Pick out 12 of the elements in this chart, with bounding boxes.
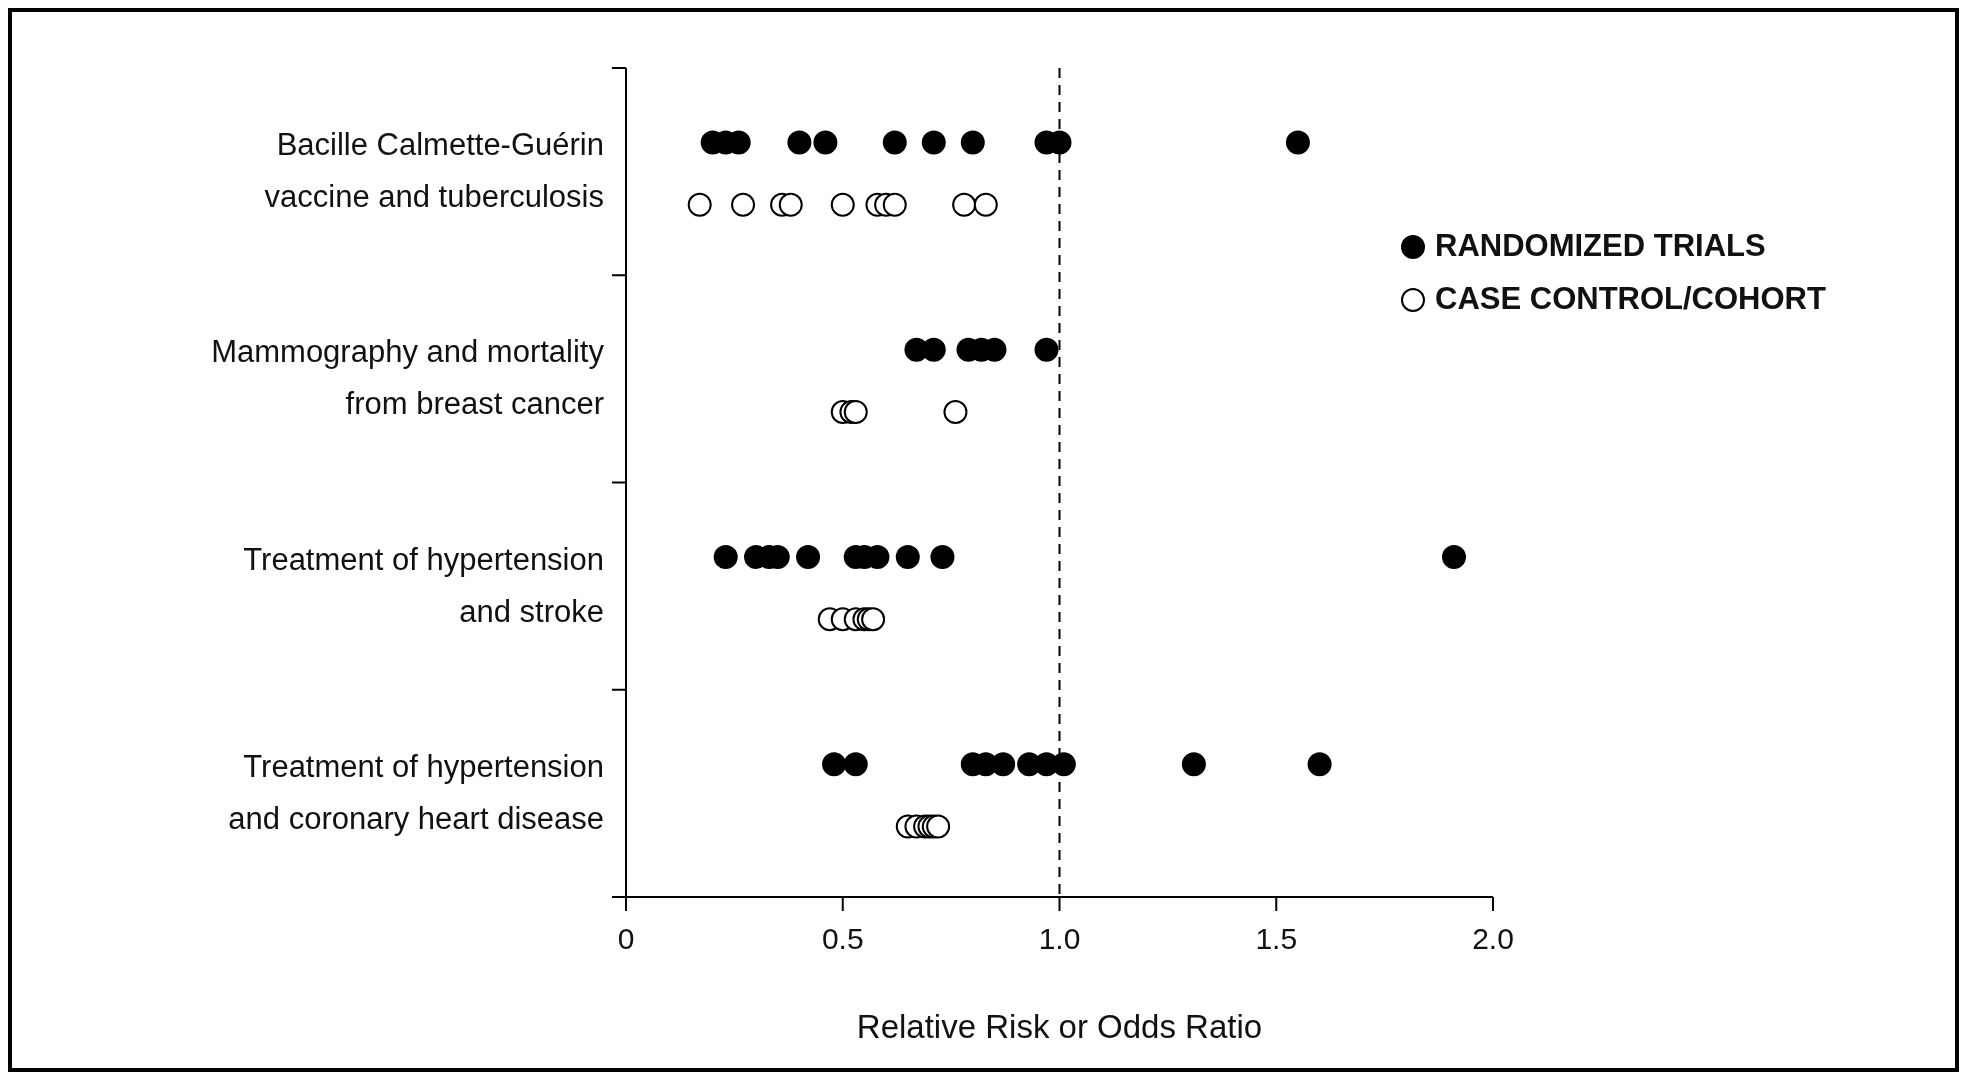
x-tick-label: 0.5: [821, 922, 864, 955]
x-tick-label: 1.0: [1038, 922, 1081, 955]
x-tick-label: 2.0: [1472, 922, 1514, 955]
legend-label: RANDOMIZED TRIALS: [1435, 228, 1766, 263]
y-tick-label: Mammography and mortality from breast cancer: [211, 334, 605, 422]
y-tick-label: Bacille Calmette-Guérin vaccine and tuberculosis: [264, 127, 604, 215]
y-tick-label: Treatment of hypertension and stroke: [243, 541, 604, 629]
legend-label: CASE CONTROL/COHORT: [1435, 281, 1826, 316]
y-tick-label: Treatment of hypertension and coronary heart disease: [228, 748, 604, 836]
x-axis-title: Relative Risk or Odds Ratio: [856, 1008, 1263, 1045]
x-tick-label: 1.5: [1255, 922, 1298, 955]
x-tick-label: 0: [617, 922, 635, 955]
